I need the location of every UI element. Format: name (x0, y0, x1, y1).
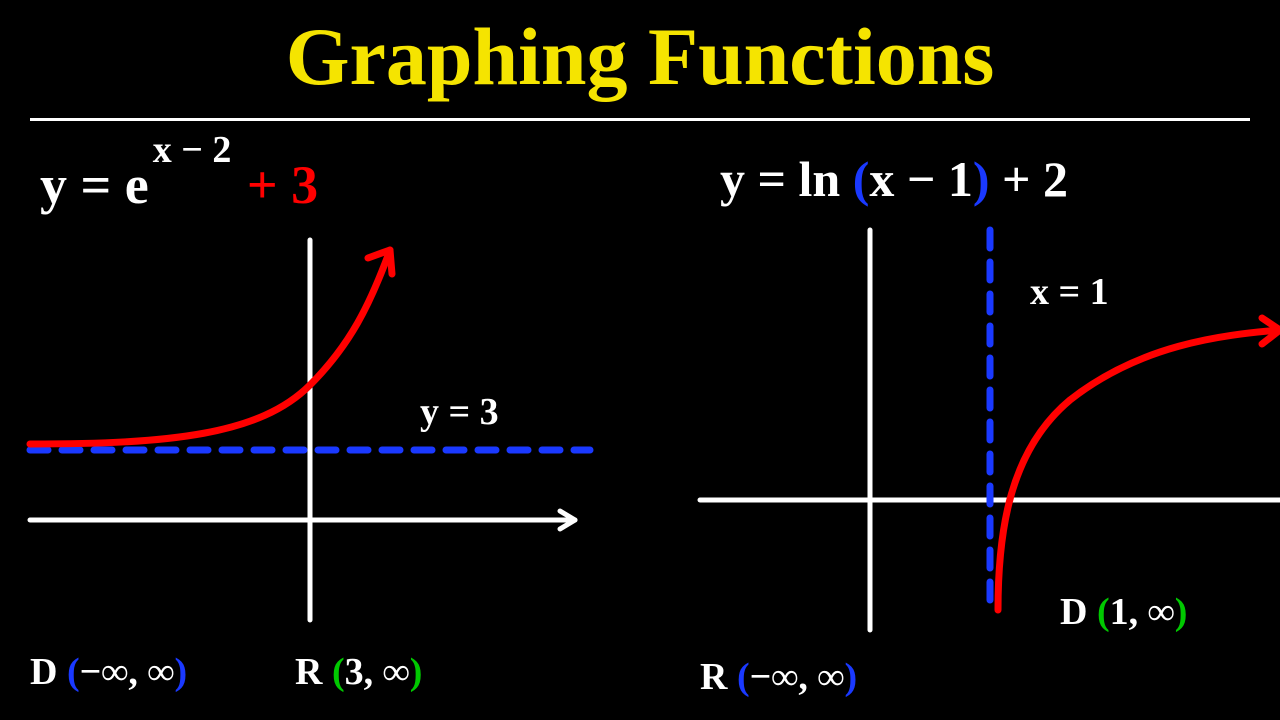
right-range: R (−∞, ∞) (700, 655, 857, 699)
right-equation: y = ln (x − 1) + 2 (720, 150, 1068, 208)
right-domain: D (1, ∞) (1060, 590, 1187, 634)
left-chart-svg (30, 240, 590, 620)
left-range-a: 3 (345, 651, 364, 693)
right-range-letter: R (700, 656, 727, 698)
right-range-open: ( (737, 656, 750, 698)
right-eq-open: ( (853, 151, 870, 207)
right-chart-svg (700, 230, 1280, 630)
right-domain-letter: D (1060, 591, 1087, 633)
right-domain-close: ) (1175, 591, 1188, 633)
left-range-open: ( (332, 651, 345, 693)
left-domain-a: −∞ (80, 651, 129, 693)
left-domain-open: ( (67, 651, 80, 693)
left-eq-exponent: x − 2 (153, 129, 232, 171)
left-domain-close: ) (174, 651, 187, 693)
right-chart (700, 230, 1280, 630)
right-eq-base: y = ln (720, 151, 840, 207)
right-range-comma: , (798, 656, 817, 698)
right-domain-open: ( (1097, 591, 1110, 633)
right-eq-arg: x − 1 (869, 151, 973, 207)
left-curve (30, 250, 390, 444)
left-eq-base: y = e (40, 155, 149, 215)
right-domain-a: 1 (1110, 591, 1129, 633)
right-asymptote-label: x = 1 (1030, 270, 1109, 314)
right-range-close: ) (844, 656, 857, 698)
left-eq-plus3: + 3 (247, 155, 318, 215)
right-range-b: ∞ (817, 656, 844, 698)
left-range-comma: , (364, 651, 383, 693)
left-domain-b: ∞ (147, 651, 174, 693)
left-domain-letter: D (30, 651, 57, 693)
right-domain-comma: , (1129, 591, 1148, 633)
left-range: R (3, ∞) (295, 650, 422, 694)
right-domain-b: ∞ (1148, 591, 1175, 633)
left-range-close: ) (410, 651, 423, 693)
page-title: Graphing Functions (286, 10, 995, 104)
right-curve (998, 330, 1280, 610)
right-range-a: −∞ (750, 656, 799, 698)
right-eq-close: ) (973, 151, 990, 207)
title-underline (30, 118, 1250, 121)
left-range-letter: R (295, 651, 322, 693)
right-eq-tail: + 2 (990, 151, 1069, 207)
left-equation: y = ex − 2 + 3 (40, 150, 312, 216)
title-text: Graphing Functions (286, 11, 995, 102)
left-asymptote-label: y = 3 (420, 390, 499, 434)
left-domain-comma: , (128, 651, 147, 693)
left-range-b: ∞ (383, 651, 410, 693)
left-domain: D (−∞, ∞) (30, 650, 187, 694)
left-chart (30, 240, 590, 620)
